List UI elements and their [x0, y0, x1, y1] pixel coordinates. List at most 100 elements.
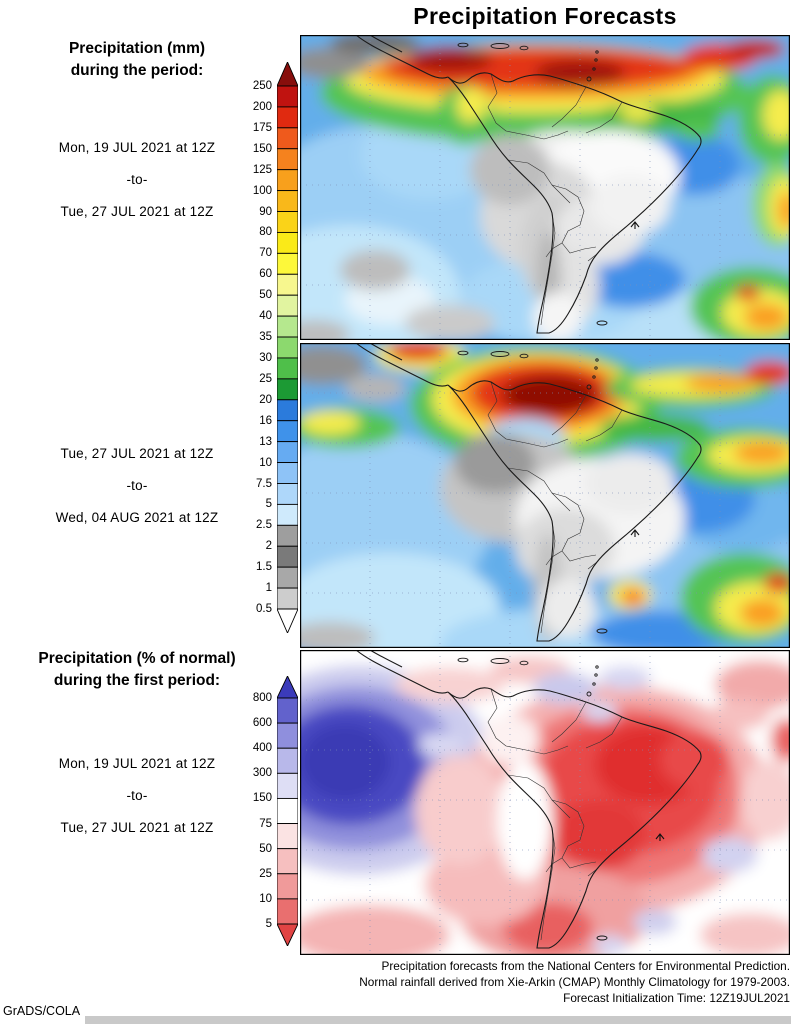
colorbar-segment: [277, 545, 298, 568]
colorbar-segment: [277, 399, 298, 422]
colorbar-tick: 7.5: [256, 477, 272, 490]
colorbar-segment: [277, 169, 298, 192]
colorbar-segment: [277, 336, 298, 359]
footer-line-init-time: Forecast Initialization Time: 12Z19JUL20…: [563, 991, 790, 1005]
period1-end: Tue, 27 JUL 2021 at 12Z: [60, 204, 214, 219]
map-frame: [300, 650, 790, 955]
period1-separator: -to-: [126, 172, 148, 187]
colorbar-segment: [277, 772, 298, 799]
colorbar-tick: 40: [259, 310, 272, 323]
period2-dates: Tue, 27 JUL 2021 at 12Z -to- Wed, 04 AUG…: [6, 438, 268, 534]
colorbar-tick: 20: [259, 393, 272, 406]
colorbar-tick: 2.5: [256, 519, 272, 532]
period1-start: Mon, 19 JUL 2021 at 12Z: [58, 140, 216, 155]
colorbar-tick: 400: [252, 742, 272, 755]
colorbar-segment: [277, 503, 298, 526]
map-frame: [300, 343, 790, 648]
colorbar-tick: 0.5: [256, 603, 272, 615]
precip-field: [300, 650, 790, 955]
map-panel-mm-period1: [300, 35, 790, 340]
colorbar-segment: [277, 441, 298, 464]
colorbar-tick: 70: [259, 247, 272, 260]
colorbar-tick: 80: [259, 226, 272, 239]
colorbar-segment: [277, 823, 298, 850]
heading-precip-mm-line2: during the period:: [70, 62, 204, 79]
colorbar-tick: 1.5: [256, 561, 272, 574]
colorbar-segment: [277, 294, 298, 317]
colorbar-tick: 800: [252, 692, 272, 704]
period2-end: Wed, 04 AUG 2021 at 12Z: [55, 510, 219, 525]
colorbar-tick: 250: [252, 80, 272, 92]
colorbar-tick: 25: [259, 867, 272, 880]
colorbar-mm-svg: [277, 62, 298, 633]
precip-map-mm-1: [300, 35, 790, 340]
colorbar-tick: 75: [259, 817, 272, 830]
colorbar-arrow-bottom: [277, 923, 298, 946]
colorbar-tick: 25: [259, 372, 272, 385]
precip-map-pct: [300, 650, 790, 955]
colorbar-tick: 600: [252, 717, 272, 730]
colorbar-arrow-top: [277, 62, 298, 87]
colorbar-arrow-bottom: [277, 608, 298, 633]
colorbar-segment: [277, 747, 298, 774]
colorbar-segment: [277, 190, 298, 212]
precip-field: [300, 35, 790, 340]
page-title: Precipitation Forecasts: [413, 3, 677, 29]
colorbar-segment: [277, 848, 298, 875]
colorbar-segment: [277, 898, 298, 925]
colorbar-tick: 5: [265, 918, 272, 930]
colorbar-tick: 2: [265, 540, 272, 553]
colorbar-segment: [277, 722, 298, 749]
colorbar-segment: [277, 483, 298, 505]
heading-precip-mm: Precipitation (mm) during the period:: [6, 38, 268, 82]
precip-field: [300, 343, 790, 648]
colorbar-segment: [277, 524, 298, 547]
heading-precip-pct: Precipitation (% of normal) during the f…: [6, 648, 268, 692]
colorbar-tick: 90: [259, 205, 272, 218]
colorbar-segment: [277, 378, 298, 401]
colorbar-mm: [277, 62, 298, 633]
colorbar-tick: 175: [252, 121, 272, 134]
colorbar-segment: [277, 231, 298, 254]
colorbar-tick: 100: [252, 184, 272, 197]
colorbar-segment: [277, 587, 298, 610]
colorbar-segment: [277, 106, 298, 129]
colorbar-segment: [277, 273, 298, 296]
colorbar-tick: 30: [259, 352, 272, 364]
colorbar-tick: 5: [265, 498, 272, 511]
grads-credit: GrADS/COLA: [3, 1004, 81, 1018]
colorbar-tick: 16: [259, 414, 272, 427]
map-panel-mm-period2: [300, 343, 790, 648]
heading-precip-pct-line1: Precipitation (% of normal): [38, 650, 236, 667]
colorbar-segment: [277, 127, 298, 150]
colorbar-arrow-top: [277, 676, 298, 699]
colorbar-mm-labels: 250 200 175 150 125 100 90 80 70 60 50 40 35 30 25 20 16…: [206, 62, 272, 633]
period3-separator: -to-: [126, 788, 148, 803]
colorbar-tick: 10: [259, 892, 272, 905]
colorbar-tick: 1: [265, 582, 272, 595]
colorbar-segment: [277, 85, 298, 108]
footer-line-climatology: Normal rainfall derived from Xie-Arkin (…: [359, 975, 790, 989]
precip-map-mm-2: [300, 343, 790, 648]
colorbar-segment: [277, 566, 298, 589]
heading-precip-mm-line1: Precipitation (mm): [68, 40, 206, 57]
colorbar-segment: [277, 252, 298, 275]
colorbar-pct-labels: 800 600 400 300 150 75 50 25 10 5: [206, 676, 272, 946]
period1-dates: Mon, 19 JUL 2021 at 12Z -to- Tue, 27 JUL…: [6, 132, 268, 228]
colorbar-segment: [277, 697, 298, 724]
heading-precip-pct-line2: during the first period:: [53, 672, 221, 689]
footer-line-source: Precipitation forecasts from the Nationa…: [381, 959, 791, 973]
colorbar-tick: 50: [259, 289, 272, 302]
footer-notes: Precipitation forecasts from the Nationa…: [240, 958, 790, 1006]
colorbar-pct-svg: [277, 676, 298, 946]
colorbar-segment: [277, 211, 298, 233]
colorbar-tick: 150: [252, 142, 272, 155]
period3-end: Tue, 27 JUL 2021 at 12Z: [60, 820, 214, 835]
map-frame: [300, 35, 790, 340]
colorbar-segment: [277, 357, 298, 380]
colorbar-segment: [277, 797, 298, 825]
colorbar-tick: 125: [252, 163, 272, 176]
colorbar-segment: [277, 420, 298, 443]
colorbar-tick: 50: [259, 842, 272, 855]
